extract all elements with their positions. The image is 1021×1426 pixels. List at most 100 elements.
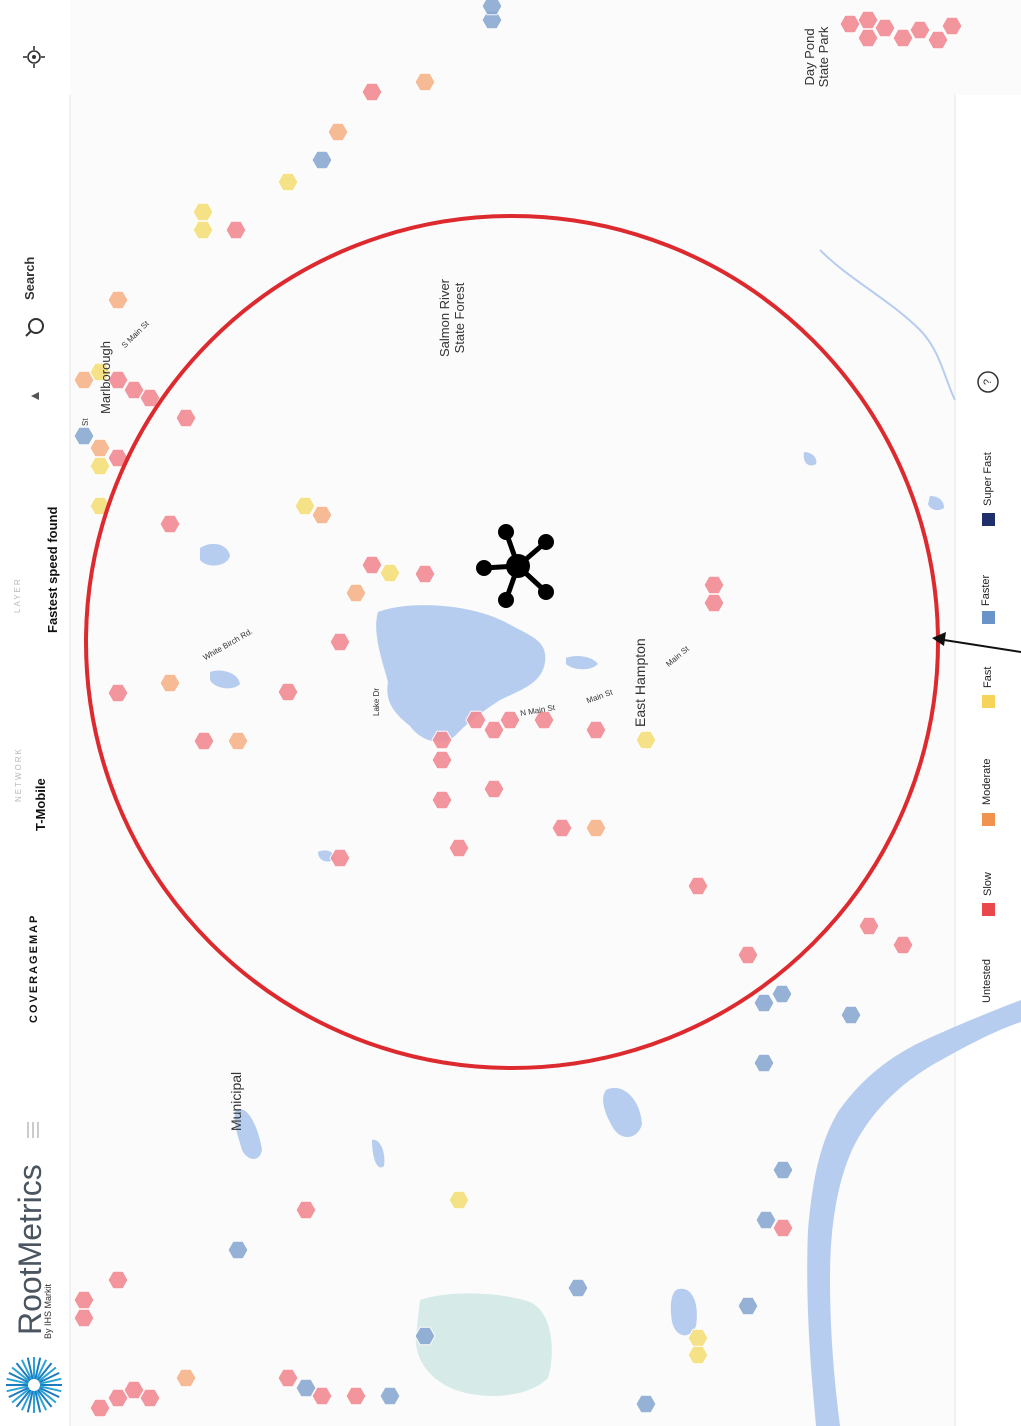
coverage-hex-faster xyxy=(840,1005,862,1025)
coverage-hex-faster xyxy=(227,1240,249,1260)
coverage-hex-slow xyxy=(448,838,470,858)
product-name: COVERAGEMAP xyxy=(28,913,40,1023)
legend-untested-label: Untested xyxy=(981,958,993,1003)
coverage-hex-fast xyxy=(277,172,299,192)
coverage-hex-slow xyxy=(329,848,351,868)
tower-icon[interactable] xyxy=(476,524,554,608)
header-panel xyxy=(0,0,70,1426)
legend-swatch-moderate xyxy=(982,813,995,826)
layer-dropdown-caret-icon[interactable] xyxy=(31,392,39,400)
coverage-hex-slow xyxy=(295,1200,317,1220)
coverage-hex-moderate xyxy=(414,72,436,92)
coverage-hex-slow xyxy=(431,730,453,750)
coverage-hex-slow xyxy=(772,1218,794,1238)
coverage-hex-moderate xyxy=(73,370,95,390)
coverage-hex-slow xyxy=(687,876,709,896)
coverage-hex-fast xyxy=(294,496,316,516)
network-value[interactable]: T-Mobile xyxy=(33,778,48,831)
coverage-hex-slow xyxy=(585,720,607,740)
legend-fast-label: Fast xyxy=(982,666,994,688)
layer-value[interactable]: Fastest speed found xyxy=(45,506,60,633)
coverage-hex-moderate xyxy=(89,438,111,458)
pond-west xyxy=(200,543,230,566)
legend-help-ring xyxy=(977,371,999,393)
layer-label: LAYER xyxy=(13,577,22,613)
coverage-hex-slow xyxy=(277,682,299,702)
coverage-hex-fast xyxy=(687,1328,709,1348)
coverage-hex-faster xyxy=(771,984,793,1004)
pond-small-2 xyxy=(210,670,240,689)
coverage-hex-moderate xyxy=(107,290,129,310)
coverage-hex-fast xyxy=(192,202,214,222)
coverage-hex-slow xyxy=(857,28,879,48)
locate-icon[interactable] xyxy=(23,46,45,68)
network-label: NETWORK xyxy=(14,747,23,802)
pond-small-1 xyxy=(566,656,598,670)
legend-moderate-label: Moderate xyxy=(981,758,993,805)
coverage-hex-moderate xyxy=(159,673,181,693)
coverage-hex-faster xyxy=(755,1210,777,1230)
coverage-hex-faster xyxy=(772,1160,794,1180)
coverage-hex-slow xyxy=(139,1388,161,1408)
coverage-hex-slow xyxy=(892,28,914,48)
pond-south-1 xyxy=(372,1139,385,1168)
street-st-fragment: St xyxy=(81,418,90,426)
pond-south-3 xyxy=(670,1288,697,1336)
legend-help-icon[interactable]: ? xyxy=(982,378,994,386)
coverage-hex-slow xyxy=(107,1388,129,1408)
stream-east xyxy=(819,249,956,401)
wetland-south xyxy=(415,1293,552,1396)
pond-small-3 xyxy=(928,496,944,511)
coverage-hex-slow xyxy=(361,82,383,102)
coverage-hex-fast xyxy=(89,362,111,382)
coverage-hex-slow xyxy=(533,710,555,730)
coverage-hex-faster xyxy=(73,426,95,446)
place-salmon-river: Salmon River State Forest xyxy=(437,278,467,358)
brand-byline: By IHS Markit xyxy=(43,1283,53,1339)
coverage-hex-fast xyxy=(448,1190,470,1210)
coverage-hex-layer xyxy=(73,0,963,1418)
coverage-hex-fast xyxy=(635,730,657,750)
legend-swatch-faster xyxy=(982,611,995,624)
coverage-hex-faster xyxy=(311,150,333,170)
legend-swatch-fast xyxy=(982,695,995,708)
coverage-hex-faster xyxy=(414,1326,436,1346)
search-icon[interactable] xyxy=(25,318,44,337)
coverage-hex-slow xyxy=(73,1290,95,1310)
coverage-hex-slow xyxy=(431,750,453,770)
search-label[interactable]: Search xyxy=(22,256,37,300)
coverage-hex-moderate xyxy=(311,505,333,525)
coverage-hex-slow xyxy=(858,916,880,936)
coverage-hex-slow xyxy=(107,1270,129,1290)
coverage-hex-slow xyxy=(909,20,931,40)
coverage-hex-slow xyxy=(345,1386,367,1406)
coverage-hex-moderate xyxy=(345,583,367,603)
menu-icon[interactable] xyxy=(27,1122,39,1138)
coverage-hex-moderate xyxy=(175,1368,197,1388)
pond-south-2 xyxy=(603,1087,642,1138)
legend-slow-label: Slow xyxy=(982,872,994,896)
coverage-hex-slow xyxy=(123,1380,145,1400)
legend-swatch-super-fast xyxy=(982,513,995,526)
coverage-hex-slow xyxy=(551,818,573,838)
coverage-hex-fast xyxy=(687,1345,709,1365)
coverage-hex-slow xyxy=(857,10,879,30)
coverage-hex-slow xyxy=(175,408,197,428)
coverage-hex-slow xyxy=(123,380,145,400)
pointer-arrow-line xyxy=(943,639,1021,653)
coverage-hex-slow xyxy=(329,632,351,652)
coverage-hex-slow xyxy=(737,945,759,965)
legend-faster-label: Faster xyxy=(980,574,992,606)
coverage-hex-faster xyxy=(481,0,503,16)
coverage-hex-faster xyxy=(753,993,775,1013)
coverage-hex-slow xyxy=(225,220,247,240)
place-day-pond: Day Pond State Park xyxy=(802,26,831,88)
pond-municipal xyxy=(234,1108,262,1159)
coverage-hex-slow xyxy=(107,683,129,703)
rootmetrics-logo-icon xyxy=(6,1357,62,1413)
coverage-hex-faster xyxy=(753,1053,775,1073)
coverage-hex-slow xyxy=(941,16,963,36)
legend-super-fast-label: Super Fast xyxy=(982,452,994,506)
